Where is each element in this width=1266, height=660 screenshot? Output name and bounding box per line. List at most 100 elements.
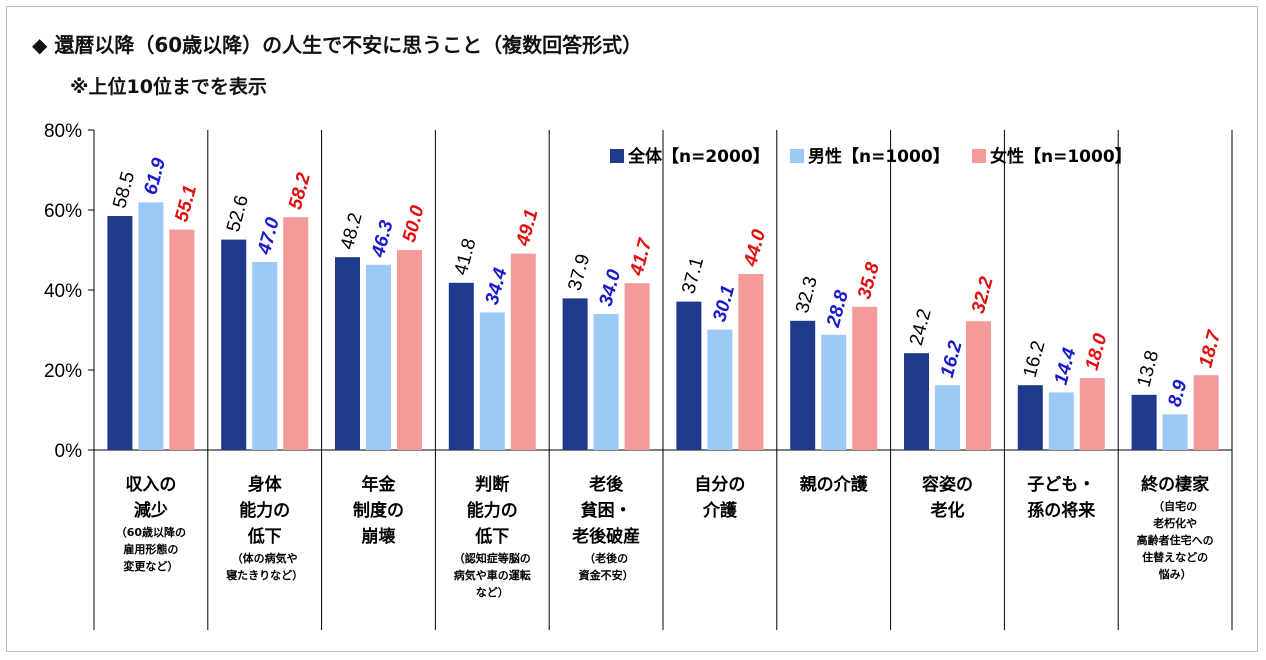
category-sublabel: 変更など） xyxy=(123,559,178,573)
legend-label: 男性【n=1000】 xyxy=(808,146,950,167)
bar xyxy=(1162,414,1188,450)
legend-label: 女性【n=1000】 xyxy=(990,146,1132,167)
data-label: 46.3 xyxy=(368,218,398,261)
bar xyxy=(676,301,702,450)
category-label: 自分の xyxy=(694,474,745,495)
data-label: 49.1 xyxy=(512,207,542,249)
category-sublabel: 高齢者住宅への xyxy=(1137,533,1214,547)
bar xyxy=(1079,378,1105,450)
bar xyxy=(1017,385,1043,450)
data-label: 58.5 xyxy=(109,169,139,210)
y-tick-label: 0% xyxy=(55,441,83,462)
bar xyxy=(935,385,960,450)
legend-label: 全体【n=2000】 xyxy=(627,146,770,167)
data-label: 55.1 xyxy=(171,183,201,224)
category-label: 身体 xyxy=(248,474,283,495)
bar xyxy=(1193,375,1219,450)
category-sublabel: など） xyxy=(476,586,509,599)
category-label: 低下 xyxy=(474,526,509,547)
category-label: 容姿の xyxy=(922,474,973,495)
category-sublabel: 雇用形態の xyxy=(123,542,178,556)
data-label: 32.2 xyxy=(968,274,998,316)
bar xyxy=(510,253,536,450)
data-label: 30.1 xyxy=(709,283,739,324)
data-label: 41.8 xyxy=(451,236,481,277)
bar xyxy=(366,264,391,450)
data-label: 35.8 xyxy=(854,260,884,302)
category-sublabel: 住替えなどの xyxy=(1142,550,1208,564)
category-label: 終の棲家 xyxy=(1141,474,1209,495)
data-label: 34.0 xyxy=(595,267,625,309)
category-label: 減少 xyxy=(134,500,168,521)
category-label: 判断 xyxy=(475,474,509,495)
bar xyxy=(335,257,360,450)
category-sublabel: （60歳以降の xyxy=(116,525,186,539)
bar xyxy=(283,217,309,450)
bar xyxy=(562,298,588,450)
legend-swatch xyxy=(972,149,986,163)
bar xyxy=(1048,392,1074,450)
data-label: 13.8 xyxy=(1133,348,1163,389)
data-label: 28.8 xyxy=(823,288,853,331)
bar xyxy=(707,329,733,450)
category-sublabel: （自宅の xyxy=(1153,499,1197,513)
data-label: 16.2 xyxy=(937,338,967,380)
data-label: 61.9 xyxy=(140,155,170,197)
data-label: 34.4 xyxy=(482,265,512,307)
legend-swatch xyxy=(790,149,804,163)
data-label: 44.0 xyxy=(740,227,770,270)
category-sublabel: （体の病気や xyxy=(232,551,298,565)
data-label: 16.2 xyxy=(1020,339,1050,380)
category-label: 老化 xyxy=(930,500,965,521)
category-label: 収入の xyxy=(125,475,176,495)
category-label: 子ども・ xyxy=(1027,475,1095,495)
bar xyxy=(448,282,474,450)
data-label: 58.2 xyxy=(285,170,315,212)
category-sublabel: 老朽化や xyxy=(1152,516,1197,530)
category-label: 孫の将来 xyxy=(1027,500,1096,521)
category-label: 能力の xyxy=(239,500,290,521)
bar xyxy=(479,312,505,450)
category-label: 年金 xyxy=(362,474,397,495)
data-label: 14.4 xyxy=(1051,345,1081,387)
category-label: 低下 xyxy=(247,526,282,547)
bar xyxy=(738,274,764,450)
category-label: 介護 xyxy=(702,500,738,521)
y-tick-label: 80% xyxy=(44,121,82,142)
bar xyxy=(1131,394,1157,450)
data-label: 37.9 xyxy=(564,252,594,293)
chart-note: ※上位10位までを表示 xyxy=(70,76,267,98)
chart-title: ◆ 還暦以降（60歳以降）の人生で不安に思うこと（複数回答形式） xyxy=(32,33,643,57)
bar xyxy=(790,320,816,450)
y-tick-label: 60% xyxy=(44,201,82,222)
category-label: 崩壊 xyxy=(362,526,397,547)
data-label: 47.0 xyxy=(254,215,284,258)
category-sublabel: 病気や車の運転 xyxy=(454,568,531,582)
bar xyxy=(107,216,133,450)
category-sublabel: 資金不安） xyxy=(579,568,634,582)
data-label: 32.3 xyxy=(792,274,822,315)
data-label: 41.7 xyxy=(626,235,656,279)
bar xyxy=(138,202,164,450)
bar xyxy=(852,306,878,450)
data-label: 8.9 xyxy=(1164,378,1191,409)
data-label: 50.0 xyxy=(399,203,429,245)
bar xyxy=(397,250,422,450)
y-tick-label: 40% xyxy=(44,281,82,302)
bar xyxy=(966,321,991,450)
category-label: 制度の xyxy=(353,500,404,521)
data-label: 37.1 xyxy=(678,255,708,296)
data-label: 48.2 xyxy=(337,211,367,252)
bar xyxy=(593,314,619,450)
bar xyxy=(821,334,847,450)
bar xyxy=(169,229,195,450)
data-label: 52.6 xyxy=(223,193,253,234)
bar xyxy=(624,283,650,450)
category-label: 老後 xyxy=(588,474,624,495)
category-label: 能力の xyxy=(467,500,518,521)
data-label: 18.7 xyxy=(1195,327,1225,370)
category-sublabel: （老後の xyxy=(584,551,628,565)
y-tick-label: 20% xyxy=(44,361,82,382)
category-sublabel: 悩み） xyxy=(1158,567,1192,581)
